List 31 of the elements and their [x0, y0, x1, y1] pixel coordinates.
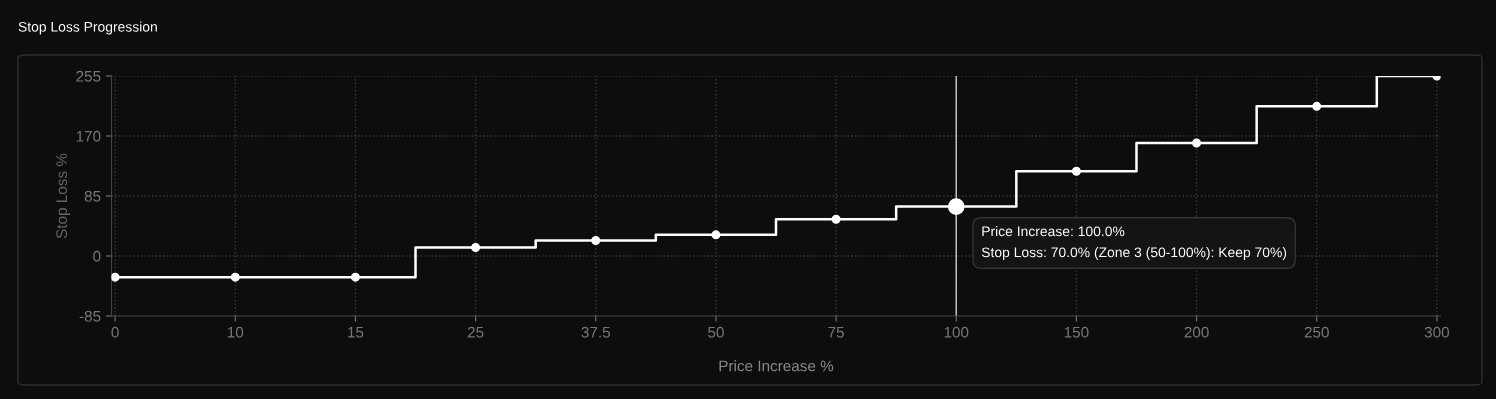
x-tick-label: 15 [348, 326, 364, 338]
point [591, 235, 601, 245]
y-tick-label: 255 [76, 70, 101, 82]
point [111, 272, 120, 282]
y-tick-label: 0 [93, 250, 101, 262]
point [230, 272, 240, 282]
point [711, 230, 721, 240]
point [1312, 101, 1322, 111]
x-tick-label: 10 [227, 326, 244, 338]
x-axis-title: Price Increase % [719, 360, 834, 372]
x-tick-label: 75 [828, 326, 844, 338]
annotation: Price Increase: 100.0% Stop Loss: 70.0% (Zone 3 (50-100%): Keep 70%) [981, 226, 1287, 260]
point [471, 243, 481, 253]
y-tick-label: 85 [84, 190, 101, 202]
x-tick-label: 37.5 [581, 326, 610, 338]
y-tick-label: 170 [76, 130, 101, 142]
x-tick-label: 150 [1064, 326, 1089, 338]
x-tick-label: 200 [1184, 326, 1209, 338]
x-tick-label: 50 [708, 326, 724, 338]
point [350, 272, 360, 282]
x-tick-label: 0 [111, 326, 119, 338]
chart-title: Stop Loss Progression [18, 21, 157, 35]
x-tick-label: 25 [467, 326, 484, 338]
point [1192, 138, 1202, 148]
y-axis-title: Stop Loss % [56, 153, 71, 239]
x-tick-label: 100 [944, 326, 969, 338]
x-tick-label: 250 [1304, 326, 1329, 338]
point [831, 214, 841, 224]
x-tick-label: 300 [1424, 326, 1450, 338]
point [1071, 166, 1081, 176]
y-tick-label: -85 [79, 310, 101, 322]
